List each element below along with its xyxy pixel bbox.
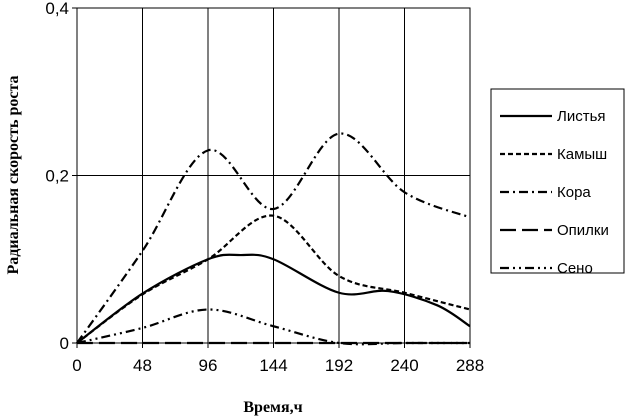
legend-label: Кора bbox=[557, 184, 591, 201]
y-tick-label: 0,4 bbox=[45, 0, 69, 18]
x-tick-label: 0 bbox=[72, 356, 81, 375]
legend-box bbox=[490, 88, 625, 274]
legend: Листья Камыш Кора Опилки Сено bbox=[490, 88, 625, 277]
x-tick-label: 144 bbox=[259, 356, 287, 375]
x-axis-title: Время,ч bbox=[243, 399, 302, 416]
x-tick-label: 288 bbox=[456, 356, 484, 375]
x-tick-label: 48 bbox=[133, 356, 152, 375]
legend-label: Сено bbox=[557, 260, 593, 277]
x-tick-label: 240 bbox=[390, 356, 418, 375]
legend-label: Листья bbox=[557, 108, 606, 125]
y-tick-label: 0 bbox=[60, 334, 69, 353]
series-line-3 bbox=[76, 132, 471, 344]
series-lines bbox=[76, 132, 471, 346]
x-tick-label: 192 bbox=[325, 356, 353, 375]
series-line-2 bbox=[76, 214, 471, 344]
y-axis-title: Радиальная скорость роста bbox=[5, 75, 22, 274]
axes: 0 48 96 144 192 240 288 0 0,2 0,4 bbox=[45, 0, 484, 375]
y-tick-label: 0,2 bbox=[45, 167, 69, 186]
legend-label: Опилки bbox=[557, 222, 609, 239]
x-tick-label: 96 bbox=[199, 356, 218, 375]
series-line-5 bbox=[76, 308, 470, 346]
grid bbox=[77, 8, 470, 343]
legend-label: Камыш bbox=[557, 146, 607, 163]
